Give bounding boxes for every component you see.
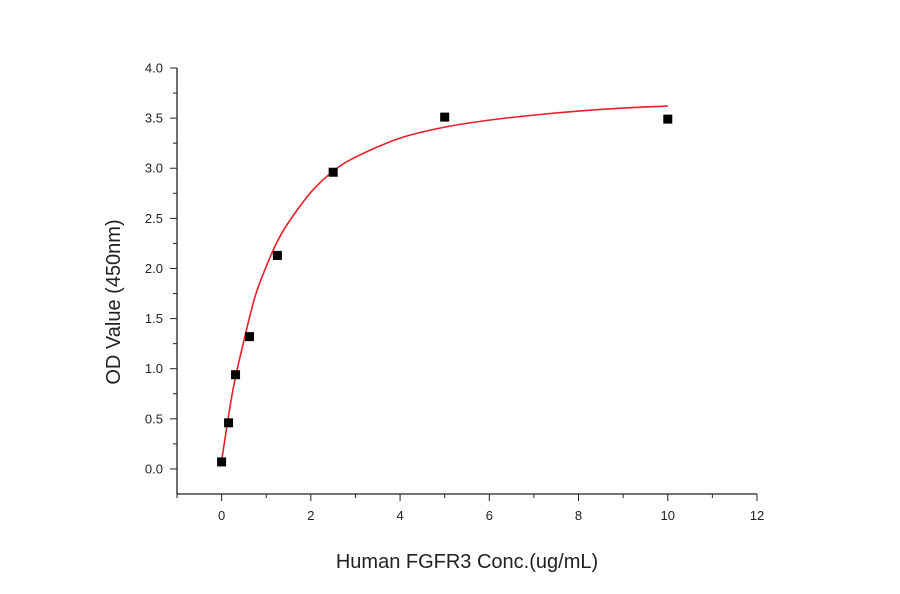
axes <box>176 68 757 495</box>
x-axis-title: Human FGFR3 Conc.(ug/mL) <box>336 551 598 573</box>
fit-curve <box>220 105 668 462</box>
data-point <box>224 418 234 428</box>
x-tick-label: 10 <box>661 508 675 523</box>
x-tick-label: 2 <box>307 508 314 523</box>
data-point <box>217 457 227 467</box>
y-tick-label: 2.0 <box>145 261 163 276</box>
fit-curve-layer <box>220 105 668 462</box>
data-point <box>272 250 282 260</box>
y-tick-label: 0.5 <box>145 411 163 426</box>
data-points-layer <box>217 112 673 467</box>
data-point <box>231 370 241 380</box>
data-point <box>245 332 254 342</box>
y-tick-label: 3.5 <box>145 111 163 126</box>
y-tick-label: 2.5 <box>145 211 163 226</box>
y-tick-label: 3.0 <box>145 161 163 176</box>
y-tick-label: 4.0 <box>145 61 163 76</box>
y-tick-label: 0.0 <box>145 461 163 476</box>
x-tick-label: 0 <box>218 508 225 523</box>
data-point <box>663 114 673 124</box>
x-tick-label: 12 <box>750 508 764 523</box>
x-tick-label: 4 <box>396 508 403 523</box>
y-axis-title: OD Value (450nm) <box>103 219 125 384</box>
y-tick-label: 1.5 <box>145 311 163 326</box>
x-tick-label: 6 <box>486 508 493 523</box>
data-point <box>440 112 450 122</box>
y-axis-ticks: 0.0 0.5 1.0 1.5 2.0 2.5 3.0 3.5 4.0 <box>145 61 177 476</box>
y-tick-label: 1.0 <box>145 361 163 376</box>
data-point <box>328 167 338 177</box>
x-axis-ticks: 0 2 4 6 8 10 12 <box>176 494 764 523</box>
x-tick-label: 8 <box>575 508 582 523</box>
